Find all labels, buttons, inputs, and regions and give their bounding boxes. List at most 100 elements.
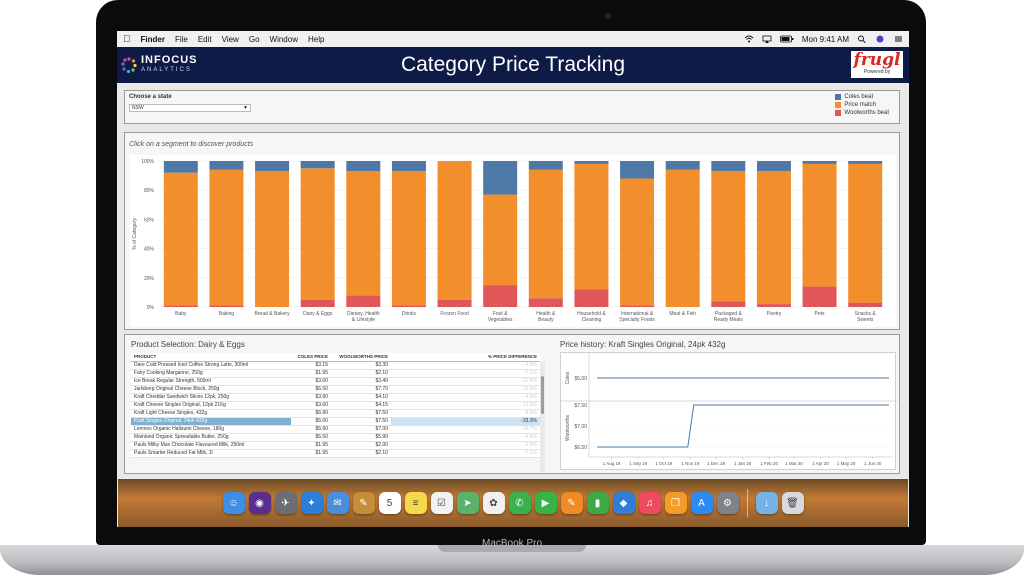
bar-segment[interactable] <box>802 286 837 307</box>
bar-segment[interactable] <box>300 161 335 169</box>
bar-segment[interactable] <box>620 178 655 306</box>
bar-segment[interactable] <box>346 295 381 307</box>
menu-edit[interactable]: Edit <box>190 34 212 44</box>
bar-segment[interactable] <box>848 163 883 303</box>
bar-segment[interactable] <box>528 169 563 299</box>
menu-file[interactable]: File <box>167 34 188 44</box>
table-row[interactable]: Pauls Milky Max Chocolate Flavoured Milk… <box>131 441 540 450</box>
bar-segment[interactable] <box>300 168 335 300</box>
wifi-icon[interactable] <box>744 35 754 43</box>
maps-icon[interactable]: ➤ <box>456 492 479 514</box>
bar-segment[interactable] <box>620 161 655 179</box>
notes-app-icon[interactable]: ✎ <box>352 492 375 514</box>
bar-segment[interactable] <box>711 171 746 302</box>
system-preferences-icon[interactable]: ⚙ <box>716 492 739 514</box>
bar-segment[interactable] <box>574 163 609 290</box>
bar-segment[interactable] <box>391 171 426 306</box>
bar-segment[interactable] <box>300 299 335 307</box>
bar-segment[interactable] <box>163 172 198 306</box>
column-header-coles-price[interactable]: Coles Price <box>291 353 331 362</box>
table-row[interactable]: Kraft Light Cheese Singles, 432g $6.90 $7.… <box>131 409 540 418</box>
table-row[interactable]: Kraft Singles Original, 24pk 432g $5.00 $7… <box>131 417 540 426</box>
calendar-icon[interactable]: 5 <box>378 492 401 514</box>
legend-item-price-match[interactable]: Price match <box>835 102 889 108</box>
music-icon[interactable]: ♫ <box>638 492 661 514</box>
mail-icon[interactable]: ✉ <box>326 492 349 514</box>
battery-icon[interactable] <box>779 35 794 43</box>
spotlight-search-icon[interactable] <box>857 35 867 43</box>
state-select[interactable]: NSW ▼ <box>129 104 251 112</box>
keynote-icon[interactable]: ◆ <box>612 492 635 514</box>
table-scrollbar[interactable] <box>540 362 545 472</box>
bar-segment[interactable] <box>620 305 655 307</box>
bar-segment[interactable] <box>437 161 472 300</box>
safari-icon[interactable]: ✦ <box>300 492 323 514</box>
menu-view[interactable]: View <box>214 34 239 44</box>
table-row[interactable]: Kraft Cheddar Sandwich Slices 12pk, 250g… <box>131 393 540 402</box>
bar-segment[interactable] <box>665 161 700 170</box>
bar-segment[interactable] <box>255 161 290 172</box>
notification-center-icon[interactable] <box>893 35 903 43</box>
table-row[interactable]: Mainland Organic Spreadable Butter, 250g… <box>131 433 540 442</box>
legend-item-coles-beat[interactable]: Coles beat <box>835 94 889 100</box>
pages-icon[interactable]: ✎ <box>560 492 583 514</box>
bar-segment[interactable] <box>528 161 563 170</box>
bar-segment[interactable] <box>711 161 746 172</box>
menu-help[interactable]: Help <box>300 34 324 44</box>
bar-segment[interactable] <box>209 305 244 307</box>
bar-segment[interactable] <box>346 171 381 296</box>
trash-icon[interactable]: 🗑 <box>781 492 804 514</box>
bar-segment[interactable] <box>209 169 244 306</box>
app-store-icon[interactable]: A <box>690 492 713 514</box>
table-scrollbar-thumb[interactable] <box>541 376 544 414</box>
column-header-woolworths-price[interactable]: Woolworths Price <box>331 353 391 362</box>
table-row[interactable]: Lemnos Organic Halloumi Cheese, 180g $5.9… <box>131 425 540 434</box>
menu-clock[interactable]: Mon 9:41 AM <box>801 34 849 44</box>
airplay-icon[interactable] <box>762 35 772 43</box>
bar-segment[interactable] <box>574 289 609 307</box>
bar-segment[interactable] <box>209 161 244 170</box>
bar-segment[interactable] <box>802 161 837 164</box>
photos-icon[interactable]: ✿ <box>482 492 505 514</box>
bar-segment[interactable] <box>848 161 883 164</box>
column-header-price-difference[interactable]: % Price Difference <box>391 353 540 362</box>
bar-segment[interactable] <box>391 161 426 172</box>
books-icon[interactable]: ❐ <box>664 492 687 514</box>
menu-window[interactable]: Window <box>262 34 298 44</box>
table-row[interactable]: Dare Cold Pressed Iced Coffee Strong Lat… <box>131 361 540 370</box>
bar-segment[interactable] <box>437 299 472 307</box>
finder-icon[interactable]: ☺ <box>222 492 245 514</box>
table-row[interactable]: Pauls Smarter Reduced Fat Milk, 1l $1.95 $… <box>131 449 540 458</box>
table-row[interactable]: Jarlsberg Original Cheese Block, 250g $6.… <box>131 385 540 394</box>
numbers-icon[interactable]: ▮ <box>586 492 609 514</box>
column-header-product[interactable]: Product <box>131 353 291 362</box>
siri-menu-icon[interactable] <box>875 35 885 43</box>
launchpad-icon[interactable]: ✈ <box>274 492 297 514</box>
legend-item-woolworths-beat[interactable]: Woolworths beat <box>835 110 889 116</box>
bar-segment[interactable] <box>483 285 518 307</box>
bar-segment[interactable] <box>848 302 883 307</box>
bar-segment[interactable] <box>665 169 700 307</box>
bar-segment[interactable] <box>574 161 609 164</box>
downloads-folder-icon[interactable]: ↓ <box>755 492 778 514</box>
bar-segment[interactable] <box>346 161 381 172</box>
siri-icon[interactable]: ◉ <box>248 492 271 514</box>
bar-segment[interactable] <box>756 171 791 305</box>
bar-segment[interactable] <box>391 305 426 307</box>
bar-segment[interactable] <box>483 161 518 195</box>
bar-segment[interactable] <box>802 163 837 287</box>
bar-segment[interactable] <box>163 305 198 307</box>
messages-icon[interactable]: ✆ <box>508 492 531 514</box>
bar-segment[interactable] <box>528 298 563 307</box>
bar-segment[interactable] <box>255 171 290 307</box>
table-row[interactable]: Fairy Cooking Margarine, 250g $1.95 $2.10-… <box>131 369 540 378</box>
bar-segment[interactable] <box>163 161 198 173</box>
facetime-icon[interactable]: ▶ <box>534 492 557 514</box>
notes-icon[interactable]: ≡ <box>404 492 427 514</box>
menu-go[interactable]: Go <box>241 34 260 44</box>
bar-segment[interactable] <box>483 194 518 286</box>
bar-segment[interactable] <box>756 161 791 172</box>
menu-app-name[interactable]: Finder <box>133 34 165 44</box>
apple-menu-icon[interactable]:  <box>123 34 131 45</box>
bar-segment[interactable] <box>756 304 791 307</box>
